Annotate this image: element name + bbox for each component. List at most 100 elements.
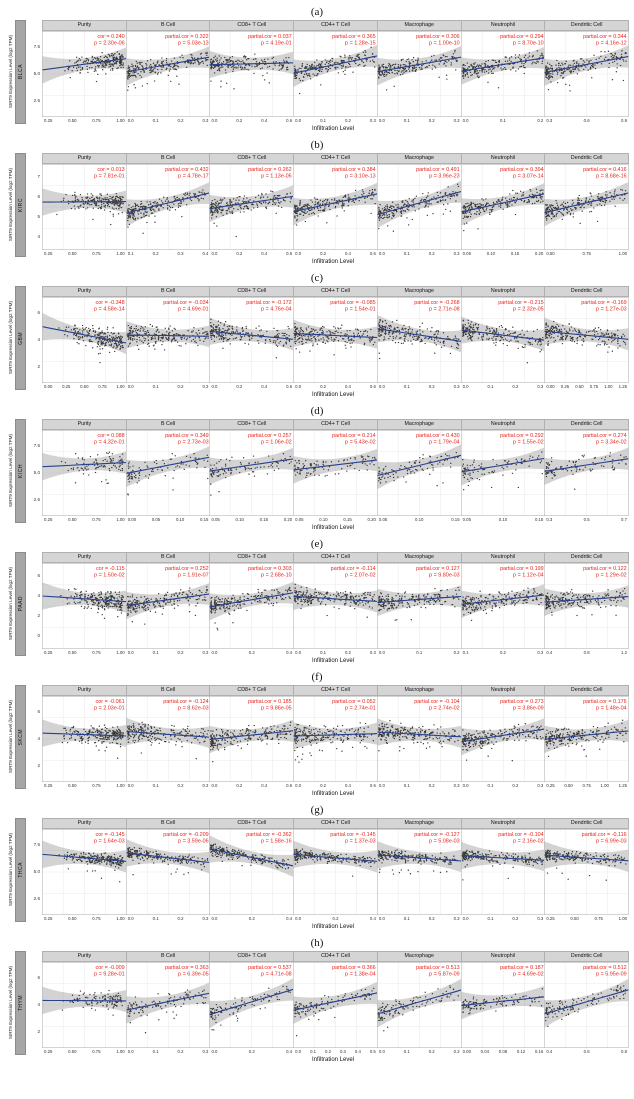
pvalue-annotation: p = 1.00e-10 [429,41,460,47]
gridlines [125,962,211,1048]
x-tick: 0.6 [369,384,376,389]
trend-line [125,56,211,73]
gridlines [544,430,630,516]
x-tick: 1.25 [618,783,627,788]
pvalue-annotation: p = 4.71e-08 [261,972,292,978]
x-tick: 0.1 [403,1049,410,1054]
facet-title: B Cell [125,419,211,430]
x-tick: 0.0 [378,783,385,788]
correlation-annotation: partial.cor = 0.306 [416,34,460,40]
scatter-points [377,720,460,752]
x-tick: 0.75 [92,517,101,522]
gridlines [293,31,378,117]
x-tick: 0.05 [295,517,304,522]
gridlines [544,31,630,117]
x-ticks: 0.0 0.2 0.4 0.6 [209,117,294,124]
x-tick: 0.0 [378,916,385,921]
gridlines [544,829,630,915]
x-ticks: 0.05 0.10 0.15 0.20 [461,250,546,257]
cancer-type-strip: THCA [15,818,26,922]
x-tick: 0.4 [344,251,351,256]
correlation-annotation: partial.cor = -0.169 [582,300,627,306]
y-axis-label: SIRT9 Expression Level (log2 TPM) [7,700,13,774]
trend-line [209,592,295,608]
x-tick: 1.00 [604,384,613,389]
x-ticks: 0.0 0.2 0.4 [209,1048,294,1055]
confidence-band [544,978,630,1028]
x-tick: 0.50 [68,251,77,256]
x-tick: 0.10 [415,517,424,522]
x-tick: 0.0 [462,118,469,123]
y-axis-label: SIRT9 Expression Level (log2 TPM) [7,301,13,375]
y-tick: 4 [37,736,40,741]
x-ticks: 0.50 0.75 1.00 [544,250,629,257]
x-tick: 0.3 [453,251,460,256]
x-tick: 0.1 [152,916,159,921]
pvalue-annotation: p = 1.64e-03 [94,839,125,845]
trend-line [125,593,211,607]
x-ticks: 0.0 0.2 0.4 0.6 [209,782,294,789]
x-ticks: 0.0 0.1 0.2 0.3 [377,782,462,789]
x-ticks: 0.4 0.8 1.2 [544,649,629,656]
y-tick: 6 [37,572,40,578]
x-tick: 0.08 [498,1049,508,1054]
x-tick: 0.50 [68,1049,77,1054]
x-tick: 0.0 [378,650,385,655]
pvalue-annotation: p = 5.08e-03 [429,839,460,845]
y-axis-label-wrap: SIRT9 Expression Level (log2 TPM) [5,20,15,124]
facet-dendritic-cell: Dendritic Cell partial.cor = 0.512 p = 5.9… [544,951,630,1055]
x-tick: 0.0 [211,118,218,123]
x-ticks: 0.0 0.1 0.2 0.3 [461,915,546,922]
y-tick: 5 [37,214,40,220]
x-tick: 0.2 [344,650,351,655]
x-tick: 1.00 [116,118,125,123]
x-tick: 0.4 [261,251,268,256]
pvalue-annotation: p = 4.69e-01 [178,307,209,313]
x-tick: 0.3 [537,650,544,655]
pvalue-annotation: p = 2.07e-02 [345,573,376,579]
x-tick: 0.2 [236,118,243,123]
confidence-band [544,841,630,872]
x-tick: 0.6 [286,118,293,123]
correlation-annotation: cor = -0.348 [96,300,125,306]
correlation-annotation: partial.cor = -0.362 [247,832,292,838]
x-tick: 0.2 [177,783,184,788]
x-ticks: 0.0 0.1 0.2 0.3 [377,117,462,124]
x-tick: 0.3 [537,916,544,921]
confidence-band [544,447,630,486]
pvalue-annotation: p = 2.03e-01 [94,706,125,712]
panel-row: SIRT9 Expression Level (log2 TPM) PAAD 6… [0,552,634,656]
pvalue-annotation: p = 4.32e-01 [94,440,125,446]
x-tick: 0.0 [378,384,385,389]
pvalue-annotation: p = 1.79e-04 [429,440,460,446]
x-tick: 0.2 [332,916,339,921]
x-tick: 1.00 [618,916,628,921]
y-tick: 4 [37,337,40,342]
x-tick: 0.50 [546,251,555,256]
x-axis-label: Infiltration Level [311,1057,355,1063]
confidence-band [293,182,378,226]
facet-cd4-t-cell: CD4+ T Cell partial.cor = 0.366 p = 1.38e-… [293,951,378,1055]
x-tick: 0.3 [202,916,209,921]
pvalue-annotation: p = 8.68e-16 [596,174,627,180]
facet-cd4-t-cell: CD4+ T Cell partial.cor = 0.214 p = 5.43e-… [293,419,378,523]
pvalue-annotation: p = 5.95e-09 [596,972,627,978]
gridlines [42,563,127,649]
x-tick: 0.05 [462,517,471,522]
facet-title: CD8+ T Cell [209,20,295,31]
gridlines [209,164,295,250]
gridlines [293,430,378,516]
facet-title: CD4+ T Cell [293,818,378,829]
cancer-type-label: BLCA [17,64,24,80]
x-tick: 0.2 [177,118,184,123]
trend-line [460,728,546,743]
x-tick: 0.1 [152,1049,159,1054]
x-tick: 0.1 [499,118,506,123]
pvalue-annotation: p = 2.74e-02 [429,706,460,712]
x-tick: 0.15 [200,517,209,522]
correlation-annotation: partial.cor = -0.114 [331,566,376,572]
y-axis-label-wrap: SIRT9 Expression Level (log2 TPM) [5,951,15,1055]
